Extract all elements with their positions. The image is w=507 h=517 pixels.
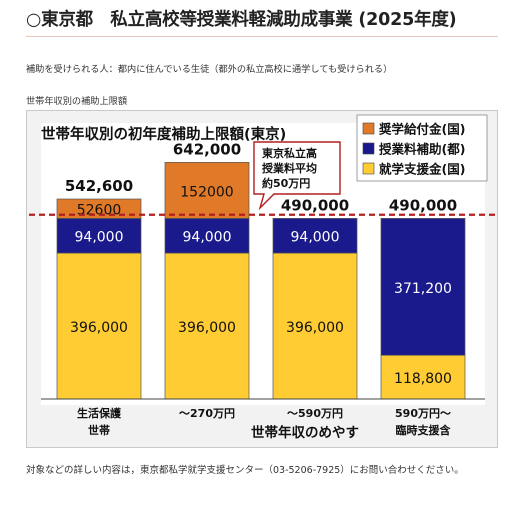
stacked-bar-chart: 世帯年収別の初年度補助上限額(東京) 396,000 94,000 52600 542,… <box>29 114 495 441</box>
bar-segment <box>56 198 142 219</box>
chart-frame: 世帯年収別の初年度補助上限額(東京) 396,000 94,000 52600 542,… <box>26 110 498 448</box>
bar-segment <box>164 162 250 219</box>
legend-swatch <box>362 142 375 155</box>
annotation-text: 授業料平均 <box>262 161 317 175</box>
footnote-contact: 対象などの詳しい内容は，東京都私学就学支援センター（03-5206-7925）に… <box>26 465 464 476</box>
category-label: ～270万円 <box>179 407 235 420</box>
bar-segment <box>380 354 466 400</box>
chart-title: 世帯年収別の初年度補助上限額(東京) <box>41 125 286 143</box>
bar-value-label: 396,000 <box>286 320 344 336</box>
legend-swatch <box>362 162 375 175</box>
bar-value-label: 396,000 <box>178 320 236 336</box>
bar-total-label: 490,000 <box>281 196 349 214</box>
bar-total-label: 642,000 <box>173 140 241 158</box>
bar-value-label: 371,200 <box>394 281 452 297</box>
bar-total-label: 490,000 <box>389 196 457 214</box>
page-heading: ○東京都 私立高校等授業料軽減助成事業 (2025年度) <box>26 10 457 30</box>
category-label: 590万円～ <box>395 407 451 420</box>
legend-box <box>356 114 488 182</box>
bar-segment <box>164 252 250 400</box>
bar-total-label: 542,600 <box>65 177 133 195</box>
legend-label: 授業料補助(都) <box>379 142 465 157</box>
legend-label: 奨学給付金(国) <box>378 122 465 137</box>
category-label: 世帯 <box>88 423 110 437</box>
annotation-callout-box <box>253 141 341 211</box>
bar-value-label: 94,000 <box>291 230 340 246</box>
bar-segment <box>56 252 142 400</box>
bar-segment <box>272 218 358 254</box>
x-axis-title: 世帯年収のめやす <box>251 424 359 441</box>
bar-value-label: 152000 <box>180 184 233 200</box>
bar-value-label: 52600 <box>77 203 122 219</box>
category-label: 生活保護 <box>77 406 122 420</box>
bar-segment <box>380 218 466 356</box>
bar-value-label: 94,000 <box>75 230 124 246</box>
category-label: ～590万円 <box>287 407 343 420</box>
bar-segment <box>272 252 358 400</box>
annotation-text: 東京私立高 <box>262 146 317 160</box>
category-label: 臨時支援含 <box>396 423 452 437</box>
eligibility-text: 補助を受けられる人：都内に住んでいる生徒（都外の私立高校に通学しても受けられる） <box>26 64 393 75</box>
bar-value-label: 94,000 <box>183 230 232 246</box>
chart-caption: 世帯年収別の補助上限額 <box>26 96 128 107</box>
bar-value-label: 396,000 <box>70 320 128 336</box>
legend-swatch <box>362 122 375 135</box>
annotation-text: 約50万円 <box>262 176 310 190</box>
bar-value-label: 118,800 <box>394 371 452 387</box>
legend-label: 就学支援金(国) <box>379 162 465 177</box>
heading-divider <box>26 36 498 37</box>
